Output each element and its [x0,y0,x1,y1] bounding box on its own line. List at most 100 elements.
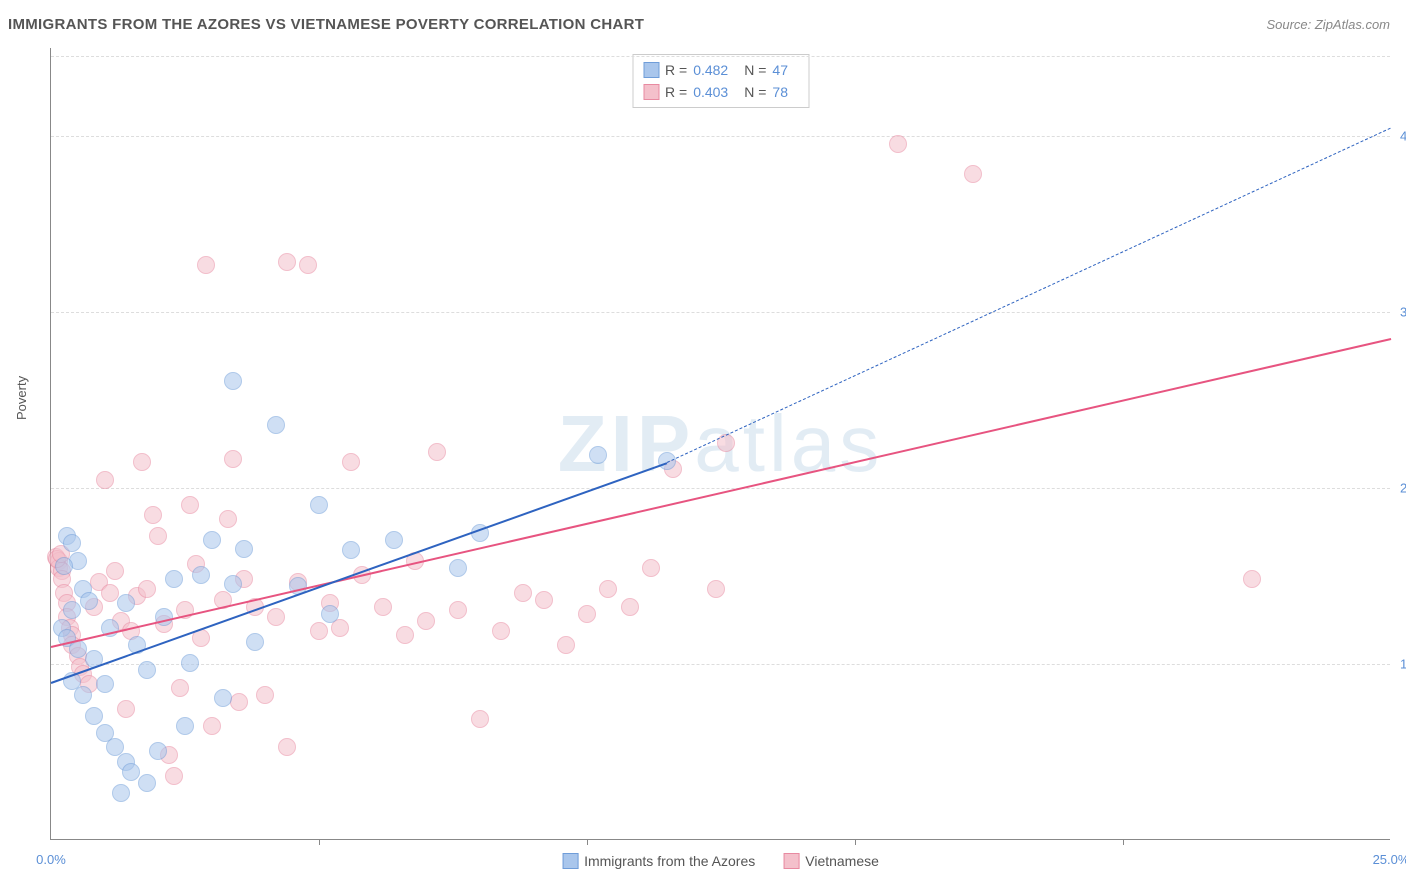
legend-n-value: 47 [772,59,788,81]
legend-series-item: Immigrants from the Azores [562,853,755,869]
y-tick-label: 30.0% [1400,305,1406,320]
legend-swatch [643,62,659,78]
scatter-point [138,774,156,792]
y-tick-label: 40.0% [1400,129,1406,144]
scatter-point [181,654,199,672]
scatter-point [181,496,199,514]
scatter-point [55,557,73,575]
legend-stats-row: R = 0.403 N = 78 [643,81,798,103]
scatter-point [176,717,194,735]
scatter-point [144,506,162,524]
scatter-point [642,559,660,577]
scatter-point [197,256,215,274]
scatter-point [74,686,92,704]
x-tick-label: 0.0% [36,852,66,867]
scatter-point [96,675,114,693]
scatter-point [417,612,435,630]
scatter-point [203,717,221,735]
legend-swatch [562,853,578,869]
y-tick-label: 10.0% [1400,657,1406,672]
chart-source: Source: ZipAtlas.com [1266,17,1390,32]
x-tick-label: 25.0% [1373,852,1406,867]
scatter-point [63,534,81,552]
scatter-point [471,710,489,728]
scatter-point [599,580,617,598]
x-tick-mark [587,839,588,845]
legend-stats: R = 0.482 N = 47 R = 0.403 N = 78 [632,54,809,108]
scatter-point [1243,570,1261,588]
scatter-point [96,471,114,489]
scatter-point [514,584,532,602]
gridline-h [51,312,1390,313]
scatter-point [321,605,339,623]
scatter-point [235,540,253,558]
y-tick-label: 20.0% [1400,481,1406,496]
legend-series-label: Vietnamese [805,853,879,869]
legend-swatch [783,853,799,869]
legend-r-value: 0.403 [693,81,728,103]
scatter-point [133,453,151,471]
scatter-point [310,496,328,514]
scatter-point [224,372,242,390]
scatter-point [621,598,639,616]
scatter-point [557,636,575,654]
legend-r-label: R = [665,81,687,103]
scatter-point [278,253,296,271]
scatter-point [492,622,510,640]
scatter-point [964,165,982,183]
scatter-point [85,707,103,725]
legend-swatch [643,84,659,100]
scatter-point [299,256,317,274]
scatter-point [428,443,446,461]
legend-n-label: N = [744,59,766,81]
scatter-point [80,592,98,610]
scatter-point [267,608,285,626]
scatter-point [224,575,242,593]
x-tick-mark [855,839,856,845]
scatter-point [165,767,183,785]
scatter-point [117,700,135,718]
gridline-h [51,664,1390,665]
scatter-point [589,446,607,464]
scatter-point [138,661,156,679]
scatter-point [246,633,264,651]
scatter-point [230,693,248,711]
scatter-point [449,601,467,619]
gridline-h [51,56,1390,57]
y-axis-label: Poverty [14,376,29,420]
scatter-point [707,580,725,598]
scatter-point [256,686,274,704]
regression-line-dashed [667,127,1391,462]
legend-series-item: Vietnamese [783,853,879,869]
plot-area: ZIPatlas R =0.482N =47R =0.403N =78 Immi… [50,48,1390,840]
scatter-point [63,601,81,619]
scatter-point [449,559,467,577]
legend-r-value: 0.482 [693,59,728,81]
scatter-point [310,622,328,640]
scatter-point [374,598,392,616]
scatter-point [342,453,360,471]
scatter-point [342,541,360,559]
scatter-point [267,416,285,434]
scatter-point [149,527,167,545]
scatter-point [138,580,156,598]
legend-series: Immigrants from the Azores Vietnamese [562,853,879,869]
scatter-point [203,531,221,549]
scatter-point [278,738,296,756]
scatter-point [122,763,140,781]
scatter-point [171,679,189,697]
chart-title: IMMIGRANTS FROM THE AZORES VS VIETNAMESE… [8,16,644,33]
legend-series-label: Immigrants from the Azores [584,853,755,869]
legend-stats-row: R = 0.482 N = 47 [643,59,798,81]
scatter-point [219,510,237,528]
legend-r-label: R = [665,59,687,81]
scatter-point [578,605,596,623]
gridline-h [51,488,1390,489]
scatter-point [101,584,119,602]
legend-n-label: N = [744,81,766,103]
scatter-point [535,591,553,609]
x-tick-mark [1123,839,1124,845]
scatter-point [112,784,130,802]
legend-n-value: 78 [772,81,788,103]
scatter-point [149,742,167,760]
